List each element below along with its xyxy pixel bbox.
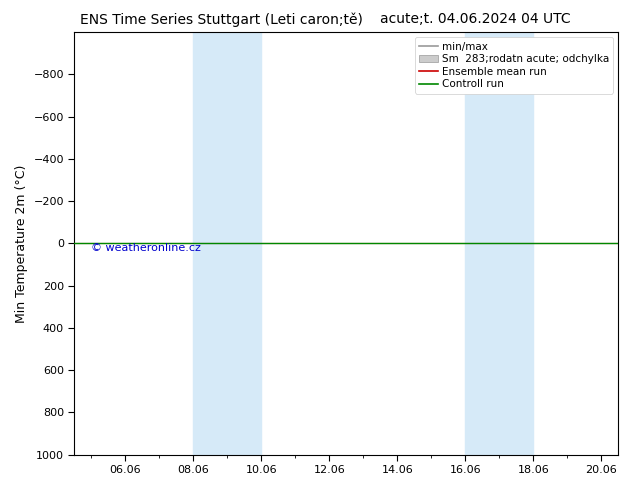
Bar [465,32,533,455]
Text: © weatheronline.cz: © weatheronline.cz [91,243,201,252]
Bar [193,32,261,455]
Text: acute;t. 04.06.2024 04 UTC: acute;t. 04.06.2024 04 UTC [380,12,571,26]
Text: ENS Time Series Stuttgart (Leti caron;tě): ENS Time Series Stuttgart (Leti caron;tě… [81,12,363,27]
Legend: min/max, Sm  283;rodatn acute; odchylka, Ensemble mean run, Controll run: min/max, Sm 283;rodatn acute; odchylka, … [415,37,613,94]
Y-axis label: Min Temperature 2m (°C): Min Temperature 2m (°C) [15,164,28,322]
